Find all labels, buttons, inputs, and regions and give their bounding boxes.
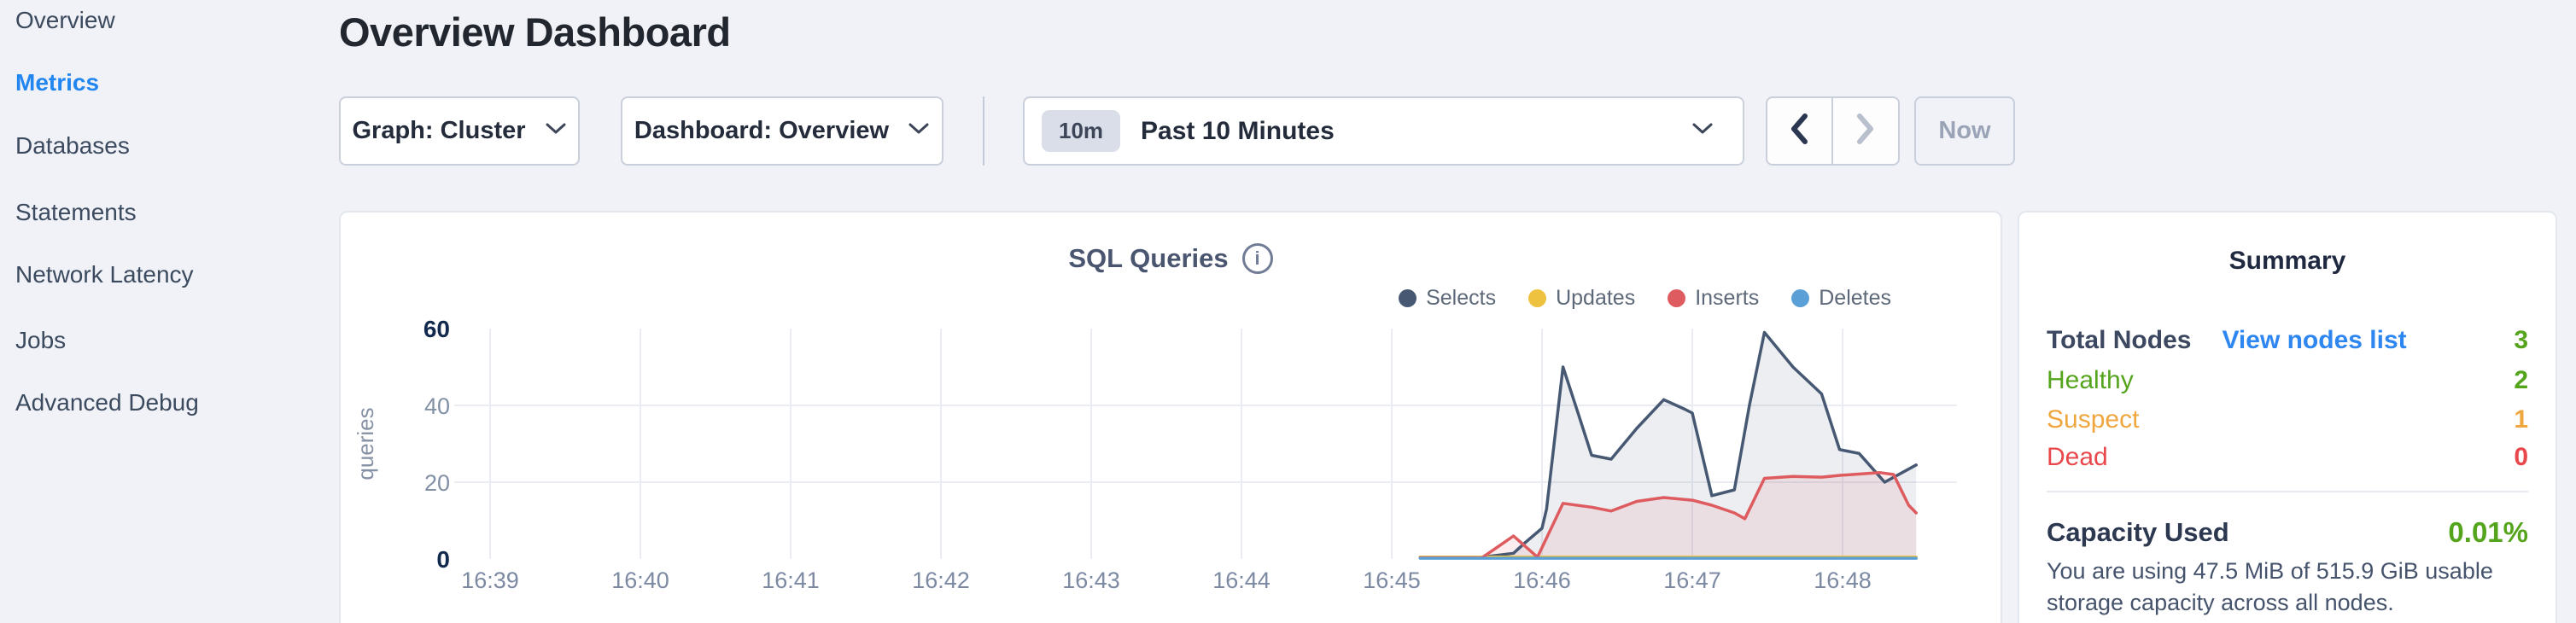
svg-text:16:41: 16:41 [762,568,820,593]
chevron-left-icon [1789,113,1809,149]
svg-text:16:39: 16:39 [461,568,519,593]
svg-text:queries: queries [353,407,378,480]
sidebar: Overview Metrics Databases Statements Ne… [0,0,335,623]
healthy-label: Healthy [2047,366,2134,394]
updates-dot-icon [1528,289,1547,307]
time-range-select[interactable]: 10m Past 10 Minutes [1023,96,1744,166]
capacity-value: 0.01% [2448,516,2528,548]
time-range-badge: 10m [1042,110,1121,152]
svg-text:16:46: 16:46 [1513,568,1571,593]
sql-queries-chart-card: SQL Queries i Selects Updates Inserts De… [339,211,2002,623]
svg-text:16:40: 16:40 [611,568,669,593]
legend-item-inserts: Inserts [1668,286,1759,311]
legend-label: Selects [1426,286,1497,310]
chevron-down-icon [908,122,930,140]
svg-text:16:42: 16:42 [912,568,970,593]
suspect-label: Suspect [2047,405,2140,434]
controls-divider [983,96,984,166]
graph-dropdown-label: Graph: Cluster [352,117,526,144]
total-nodes-row: Total Nodes View nodes list 3 [2047,325,2528,356]
legend-label: Deletes [1819,286,1891,310]
info-icon[interactable]: i [1241,243,1273,274]
chevron-down-icon [545,122,567,140]
summary-panel: Summary Total Nodes View nodes list 3 He… [2018,211,2557,623]
time-range-label: Past 10 Minutes [1141,116,1335,145]
legend-label: Updates [1556,286,1636,310]
suspect-value: 1 [2514,405,2528,434]
sidebar-item-metrics[interactable]: Metrics [15,69,100,96]
healthy-row: Healthy 2 [2047,365,2528,396]
inserts-dot-icon [1668,289,1686,307]
svg-text:40: 40 [424,393,450,419]
capacity-row: Capacity Used 0.01% [2047,515,2528,550]
capacity-description: You are using 47.5 MiB of 515.9 GiB usab… [2047,558,2493,616]
sidebar-item-overview[interactable]: Overview [15,7,115,33]
svg-text:16:48: 16:48 [1814,568,1872,593]
sql-queries-plot: 16:39 16:40 16:41 16:42 16:43 16:44 16:45 16:46… [353,316,1957,593]
svg-text:16:43: 16:43 [1062,568,1120,593]
deletes-dot-icon [1791,289,1810,307]
graph-dropdown[interactable]: Graph: Cluster [339,96,580,166]
suspect-row: Suspect 1 [2047,405,2528,435]
svg-text:16:45: 16:45 [1363,568,1421,593]
dashboard-dropdown-label: Dashboard: Overview [634,117,890,144]
legend-item-updates: Updates [1528,286,1635,311]
total-nodes-label: Total Nodes [2047,326,2192,354]
selects-dot-icon [1399,289,1417,307]
legend-label: Inserts [1695,286,1760,310]
total-nodes-value: 3 [2514,326,2528,354]
page-title: Overview Dashboard [339,9,731,55]
view-nodes-list-link[interactable]: View nodes list [2222,326,2407,354]
chart-title: SQL Queries [1068,243,1229,273]
svg-text:16:44: 16:44 [1212,568,1270,593]
sidebar-item-statements[interactable]: Statements [15,199,137,225]
svg-text:0: 0 [436,546,450,573]
healthy-value: 2 [2514,366,2528,394]
time-step-forward-button[interactable] [1833,98,1899,164]
summary-divider [2047,491,2528,492]
dead-label: Dead [2047,443,2108,471]
svg-text:20: 20 [424,470,450,496]
svg-text:60: 60 [423,316,450,342]
now-button[interactable]: Now [1914,96,2015,166]
sidebar-item-databases[interactable]: Databases [15,132,130,159]
summary-title: Summary [2228,247,2346,275]
sidebar-item-network-latency[interactable]: Network Latency [15,261,194,288]
sidebar-item-advanced-debug[interactable]: Advanced Debug [15,389,199,416]
dead-value: 0 [2514,443,2528,471]
chart-legend: Selects Updates Inserts Deletes [1399,286,1891,311]
time-step-back-button[interactable] [1767,98,1833,164]
dead-row: Dead 0 [2047,442,2528,473]
svg-text:16:47: 16:47 [1663,568,1721,593]
dashboard-dropdown[interactable]: Dashboard: Overview [621,96,943,166]
sidebar-item-jobs[interactable]: Jobs [15,327,67,353]
legend-item-deletes: Deletes [1791,286,1891,311]
time-step-arrows [1766,96,1900,166]
legend-item-selects: Selects [1399,286,1496,311]
capacity-label: Capacity Used [2047,517,2229,547]
now-button-label: Now [1938,117,1991,144]
chevron-down-icon [1691,122,1714,140]
chevron-right-icon [1855,113,1876,149]
